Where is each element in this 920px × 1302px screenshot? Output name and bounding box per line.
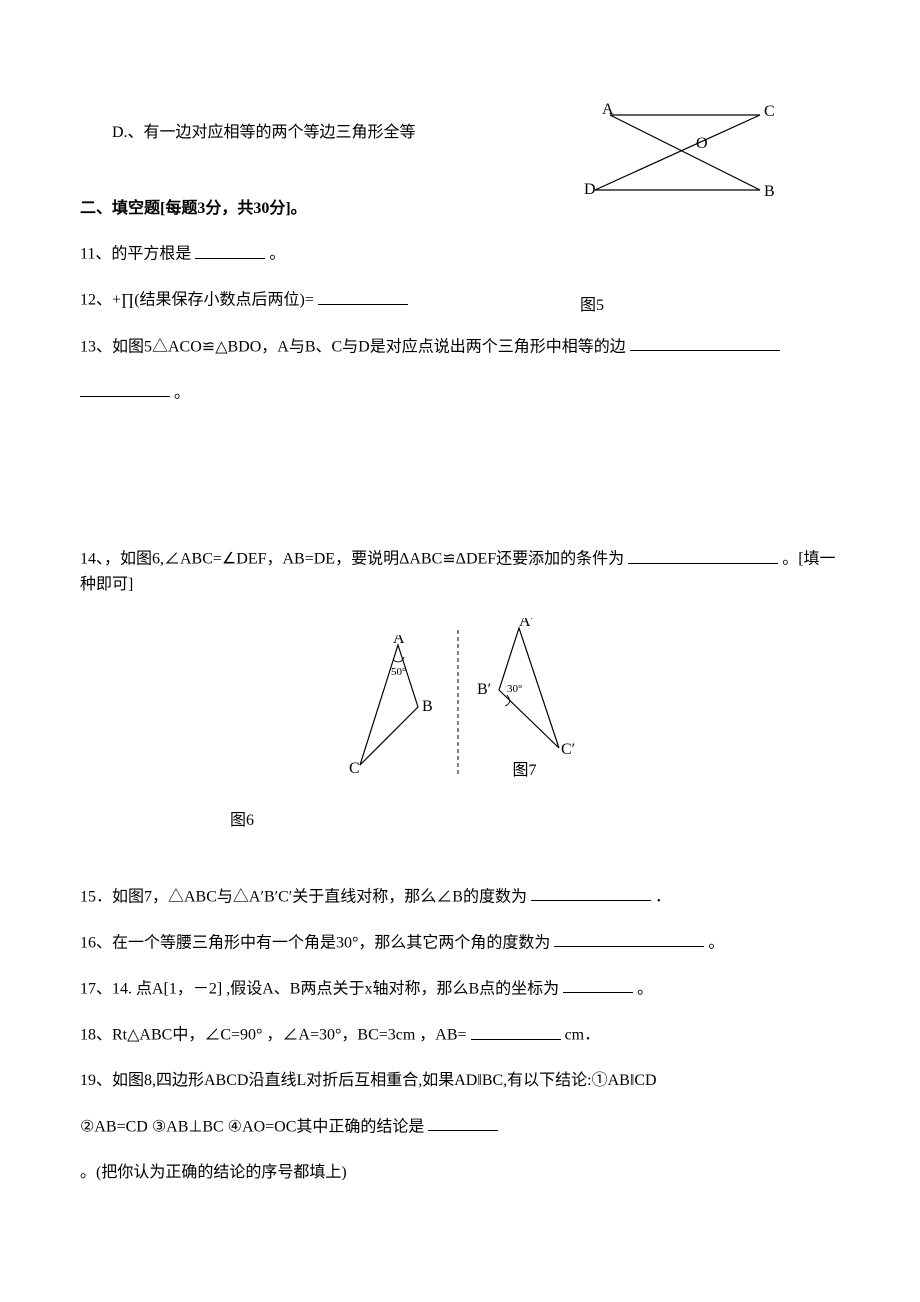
q16-blank — [554, 930, 704, 948]
question-15: 15．如图7，△ABC与△A′B′C′关于直线对称，那么∠B的度数为 ． — [80, 884, 840, 910]
q12-text: 12、+∏(结果保存小数点后两位)= — [80, 292, 314, 309]
q19-text: 19、如图8,四边形ABCD沿直线L对折后互相重合,如果AD‖BC,有以下结论:… — [80, 1072, 657, 1089]
q13-text-a: 13、如图5△ACO≌△BDO，A与B、C与D是对应点说出两个三角形中相等的边 — [80, 338, 626, 355]
figure-6-svg: A B C 50° — [346, 635, 441, 775]
figure-6-col: A B C 50° — [346, 635, 441, 784]
question-13: 13、如图5△ACO≌△BDO，A与B、C与D是对应点说出两个三角形中相等的边 — [80, 334, 840, 360]
q16-end: 。 — [708, 934, 724, 951]
q12-blank — [318, 287, 408, 305]
svg-text:D: D — [584, 181, 596, 198]
figure-5-caption: 图5 — [580, 293, 604, 319]
svg-text:B: B — [764, 183, 775, 200]
q11-blank — [195, 241, 265, 259]
question-18: 18、Rt△ABC中，∠C=90° ，∠A=30°，BC=3cm ，AB= cm… — [80, 1022, 840, 1048]
svg-text:C: C — [764, 103, 775, 120]
figure-7-svg: A′ B′ C′ 30° — [475, 618, 575, 758]
q15-text: 15．如图7，△ABC与△A′B′C′关于直线对称，那么∠B的度数为 — [80, 888, 531, 905]
q16-text: 16、在一个等腰三角形中有一个角是30°，那么其它两个角的度数为 — [80, 934, 550, 951]
question-19c: 。(把你认为正确的结论的序号都填上) — [80, 1160, 840, 1186]
q13-blank-b — [80, 380, 170, 398]
option-d: D.、有一边对应相等的两个等边三角形全等 A C D B O — [80, 120, 840, 146]
figure-6-7-row: A B C 50° A′ B′ C′ 30° 图7 — [80, 618, 840, 784]
figure-7-col: A′ B′ C′ 30° 图7 — [475, 618, 575, 784]
question-13-cont: 。 — [80, 380, 840, 406]
svg-text:C: C — [349, 760, 360, 775]
section-2-header-text: 二、填空题[每题3分，共30分]。 — [80, 200, 307, 217]
q19b-text: ②AB=CD ③AB⊥BC ④AO=OC其中正确的结论是 — [80, 1118, 424, 1135]
mirror-axis — [451, 630, 465, 784]
question-19b: ②AB=CD ③AB⊥BC ④AO=OC其中正确的结论是 — [80, 1114, 840, 1140]
q11-text: 11、的平方根是 — [80, 246, 191, 263]
q19c-text: 。(把你认为正确的结论的序号都填上) — [80, 1164, 347, 1181]
q15-blank — [531, 884, 651, 902]
question-17: 17、14. 点A[1，－2] ,假设A、B两点关于x轴对称，那么B点的坐标为 … — [80, 976, 840, 1002]
figure-5: A C D B O — [580, 100, 800, 210]
q15-end: ． — [655, 888, 671, 905]
svg-text:O: O — [696, 135, 708, 152]
figure-6-caption: 图6 — [230, 808, 254, 834]
question-12: 12、+∏(结果保存小数点后两位)= 图5 — [80, 287, 840, 313]
question-16: 16、在一个等腰三角形中有一个角是30°，那么其它两个角的度数为 。 — [80, 930, 840, 956]
q14-blank — [628, 546, 778, 564]
svg-text:B: B — [422, 698, 433, 715]
figure-7-caption: 图7 — [475, 758, 575, 784]
figure-6-caption-row: 图6 — [80, 788, 840, 834]
svg-text:A′: A′ — [519, 618, 534, 630]
q13-end: 。 — [174, 384, 190, 401]
option-d-text: D.、有一边对应相等的两个等边三角形全等 — [112, 124, 416, 141]
svg-text:B′: B′ — [477, 681, 491, 698]
q14-text-a: 14、，如图6,∠ABC=∠DEF，AB=DE，要说明ΔABC≌ΔDEF还要添加… — [80, 551, 624, 568]
question-11: 11、的平方根是 。 — [80, 241, 840, 267]
q11-end: 。 — [269, 246, 285, 263]
question-19a: 19、如图8,四边形ABCD沿直线L对折后互相重合,如果AD‖BC,有以下结论:… — [80, 1068, 840, 1094]
svg-text:50°: 50° — [391, 666, 406, 678]
question-14: 14、，如图6,∠ABC=∠DEF，AB=DE，要说明ΔABC≌ΔDEF还要添加… — [80, 546, 840, 598]
svg-text:A: A — [393, 635, 405, 647]
figure-5-svg: A C D B O — [580, 100, 780, 210]
svg-text:A: A — [602, 101, 614, 118]
q18-text: 18、Rt△ABC中，∠C=90° ，∠A=30°，BC=3cm ，AB= — [80, 1027, 467, 1044]
q17-end: 。 — [637, 980, 653, 997]
svg-text:C′: C′ — [561, 741, 575, 758]
q19-blank — [428, 1114, 498, 1132]
q17-text: 17、14. 点A[1，－2] ,假设A、B两点关于x轴对称，那么B点的坐标为 — [80, 980, 559, 997]
axis-svg — [451, 630, 465, 775]
q13-blank-a — [630, 334, 780, 352]
q17-blank — [563, 976, 633, 994]
svg-text:30°: 30° — [507, 683, 522, 695]
q18-blank — [471, 1022, 561, 1040]
q18-end: cm． — [565, 1027, 601, 1044]
